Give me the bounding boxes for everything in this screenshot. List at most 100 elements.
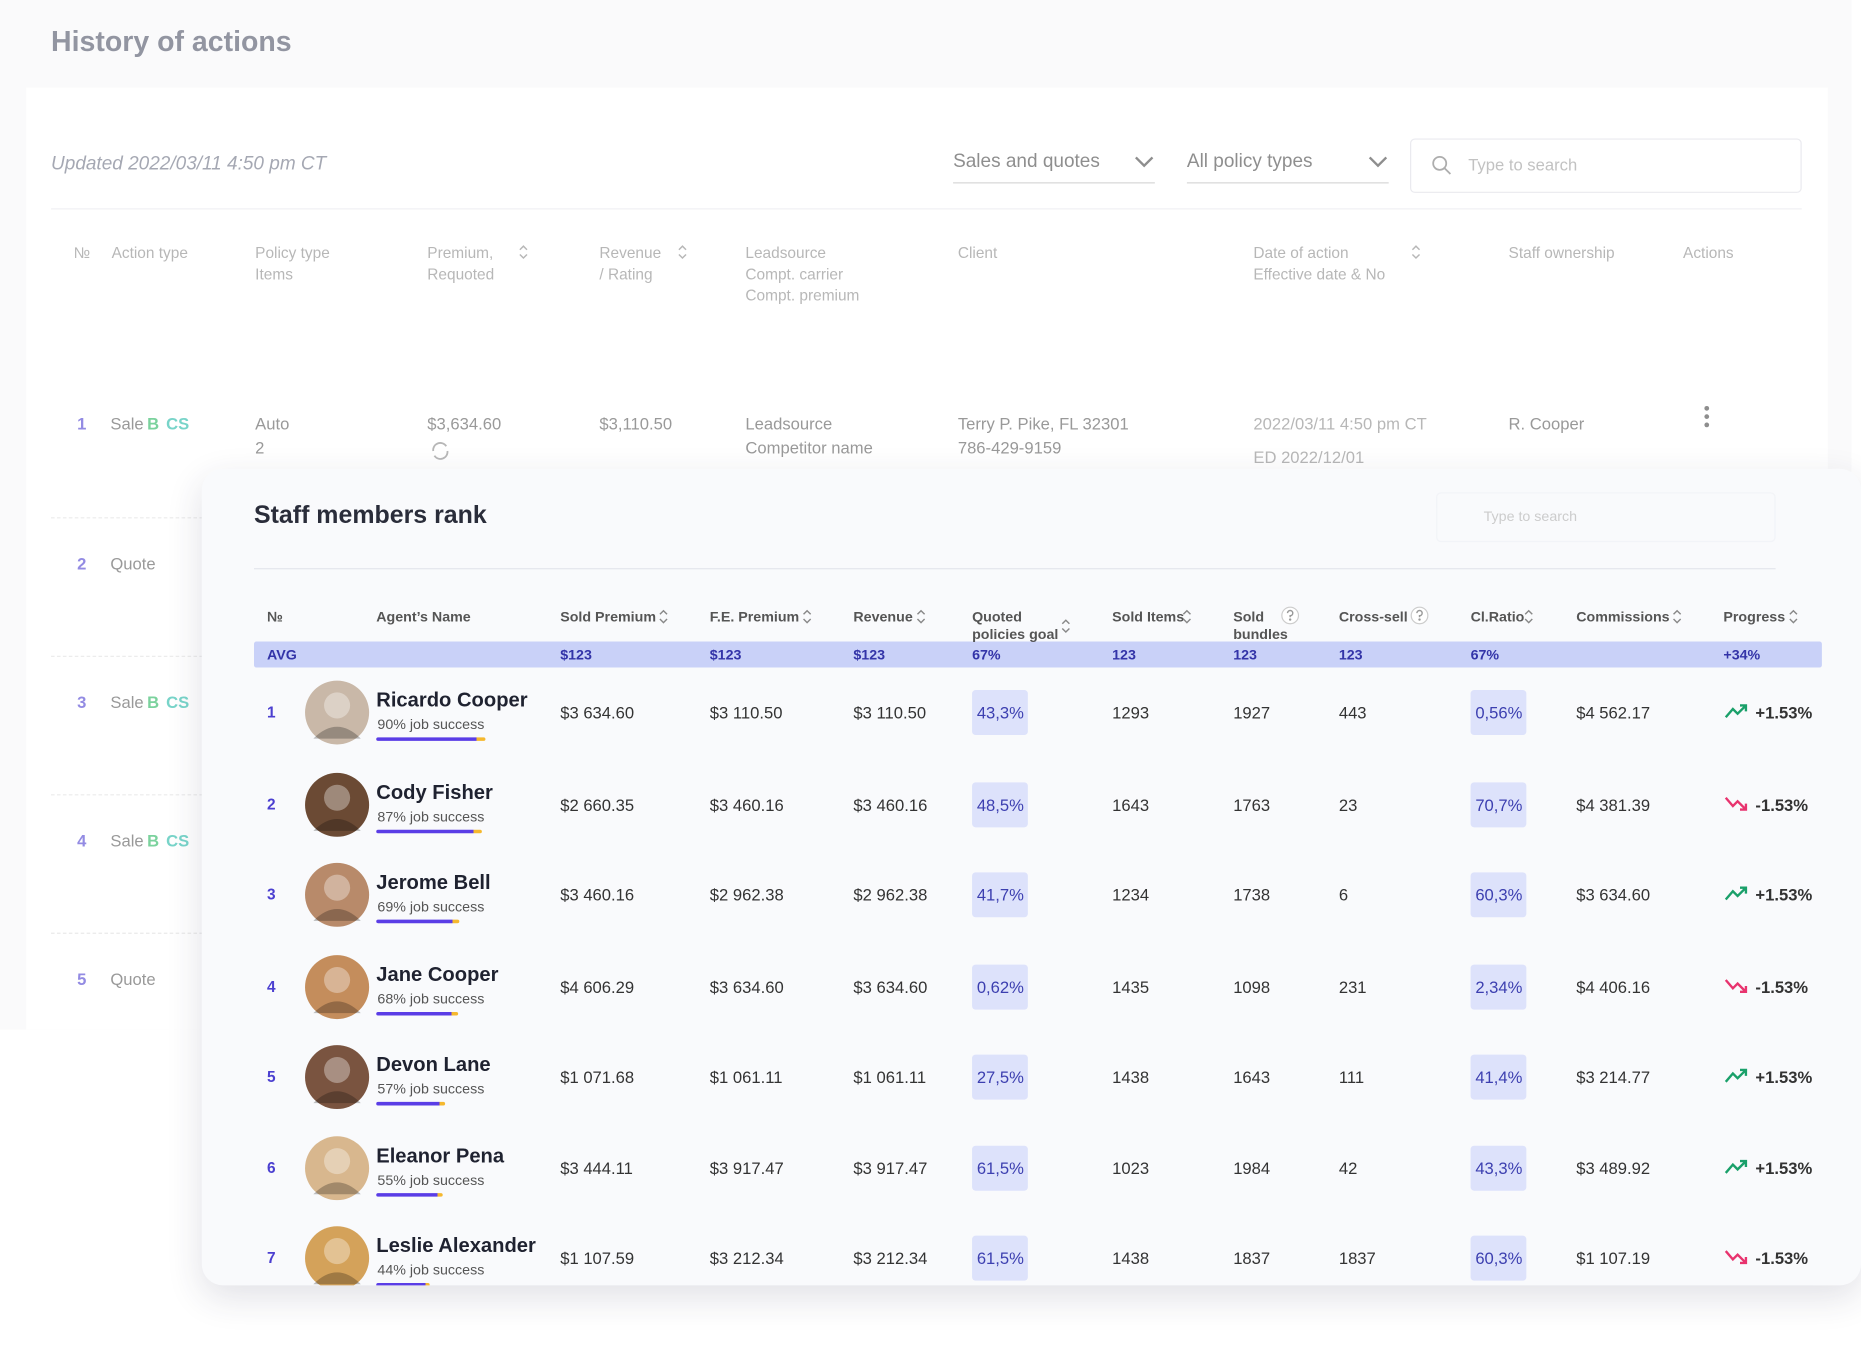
ratio-pill bbox=[972, 690, 1028, 736]
column-header: Requoted bbox=[427, 265, 495, 283]
search-placeholder: Type to search bbox=[1468, 155, 1578, 174]
policy-type: Auto bbox=[255, 414, 290, 434]
trend-down-icon bbox=[1724, 796, 1748, 811]
cell: $3 110.50 bbox=[709, 703, 783, 722]
filter-dropdown[interactable]: Sales and quotes bbox=[953, 151, 1100, 172]
column-header: Client bbox=[957, 243, 998, 262]
progress-value: -1.53% bbox=[1755, 795, 1809, 815]
trend-up-icon bbox=[1724, 704, 1748, 719]
ratio-value: 61,5% bbox=[976, 1158, 1024, 1178]
cell: $3 460.16 bbox=[560, 885, 635, 905]
ratio-pill bbox=[1470, 964, 1527, 1010]
chevron bbox=[1135, 156, 1154, 168]
job-success: 69% job success bbox=[377, 898, 485, 915]
cell: $3 917.47 bbox=[853, 1158, 928, 1178]
cell: $3 634.60 bbox=[709, 977, 784, 997]
cell: 1023 bbox=[1112, 1158, 1150, 1178]
job-success: 68% job success bbox=[377, 990, 485, 1008]
avg-cell: $123 bbox=[853, 646, 886, 663]
column-header: № bbox=[267, 608, 283, 625]
cell: 1234 bbox=[1112, 885, 1150, 905]
action-type: Quote bbox=[110, 969, 156, 989]
filter-underline bbox=[1186, 182, 1389, 184]
agent-name: Leslie Alexander bbox=[376, 1234, 536, 1257]
trend-down-icon bbox=[1724, 979, 1748, 994]
cell: $3 110.50 bbox=[853, 703, 927, 722]
ratio-pill bbox=[1470, 1235, 1527, 1281]
cell: $2 962.38 bbox=[853, 885, 928, 905]
sort-icon bbox=[1182, 609, 1191, 624]
trend-up-icon bbox=[1724, 886, 1748, 901]
agent-name: Jerome Bell bbox=[376, 871, 491, 894]
success-bar bbox=[376, 737, 486, 741]
cell: $3 460.16 bbox=[853, 795, 928, 815]
ratio-pill bbox=[1470, 690, 1527, 736]
cell: $2 660.35 bbox=[560, 795, 635, 815]
column-header: Sold bbox=[1233, 608, 1265, 625]
column-header: Quoted bbox=[972, 608, 1022, 625]
staff-search-box[interactable] bbox=[1436, 492, 1776, 543]
cell: 231 bbox=[1338, 977, 1367, 997]
progress-value: +1.53% bbox=[1755, 1158, 1813, 1178]
ratio-value: 2,34% bbox=[1475, 977, 1523, 997]
cell: 1738 bbox=[1233, 885, 1271, 905]
avatar bbox=[305, 1045, 370, 1110]
avg-cell: AVG bbox=[267, 646, 297, 663]
ratio-pill bbox=[972, 1145, 1028, 1191]
column-header: Effective date & No bbox=[1253, 265, 1386, 283]
rank-number: 1 bbox=[267, 703, 276, 721]
ratio-pill bbox=[1470, 1054, 1527, 1100]
ratio-pill bbox=[972, 1235, 1028, 1281]
progress-value: +1.53% bbox=[1755, 1067, 1813, 1087]
cell: $4 381.39 bbox=[1576, 795, 1651, 815]
row-divider bbox=[51, 794, 203, 796]
premium: $3,634.60 bbox=[427, 414, 502, 434]
column-header: Commissions bbox=[1576, 608, 1670, 625]
header-divider bbox=[51, 208, 1802, 210]
ratio-value: 41,4% bbox=[1475, 1067, 1523, 1087]
badge: B bbox=[147, 692, 160, 712]
search-box[interactable] bbox=[1410, 138, 1802, 193]
cell: 1435 bbox=[1112, 977, 1150, 997]
ratio-value: 43,3% bbox=[1475, 1158, 1523, 1178]
avatar bbox=[305, 1226, 370, 1286]
ratio-pill bbox=[1470, 1145, 1527, 1191]
cell: 42 bbox=[1338, 1158, 1358, 1178]
cell: 1643 bbox=[1112, 795, 1150, 815]
row-number: 4 bbox=[77, 830, 87, 850]
column-header: Premium, bbox=[427, 243, 494, 262]
ratio-value: 60,3% bbox=[1475, 885, 1523, 905]
agent-name: Eleanor Pena bbox=[376, 1144, 505, 1168]
agent-name: Cody Fisher bbox=[376, 781, 493, 804]
cell: 23 bbox=[1338, 795, 1358, 815]
cell: $3 212.34 bbox=[709, 1248, 784, 1268]
column-header: Items bbox=[255, 265, 293, 283]
cell: 443 bbox=[1338, 703, 1367, 722]
progress-value: +1.53% bbox=[1755, 885, 1813, 905]
sort-icon bbox=[1524, 609, 1533, 624]
agent-name: Ricardo Cooper bbox=[376, 688, 528, 712]
avatar bbox=[305, 862, 370, 927]
filter-dropdown[interactable]: All policy types bbox=[1186, 151, 1313, 172]
column-header: Sold Premium bbox=[560, 608, 656, 625]
staff-ownership: R. Cooper bbox=[1508, 414, 1585, 434]
row-number: 3 bbox=[77, 692, 87, 712]
rank-number: 7 bbox=[267, 1248, 276, 1267]
kebab-menu[interactable] bbox=[1697, 405, 1716, 431]
cell: 1098 bbox=[1233, 977, 1271, 997]
rank-number: 6 bbox=[267, 1158, 276, 1177]
avg-row-bg bbox=[253, 641, 1822, 668]
sort-icon bbox=[659, 609, 668, 624]
cell: 6 bbox=[1338, 885, 1349, 905]
avg-cell: +34% bbox=[1723, 646, 1761, 663]
cell: $3 212.34 bbox=[853, 1248, 928, 1268]
cell: 1438 bbox=[1112, 1248, 1150, 1268]
filter-underline bbox=[953, 182, 1155, 184]
column-header: Revenue bbox=[853, 608, 913, 625]
avatar bbox=[305, 955, 370, 1020]
column-header: Cl.Ratio bbox=[1470, 608, 1525, 625]
action-type: Quote bbox=[110, 553, 156, 573]
sort-icon bbox=[916, 609, 926, 624]
trend-up-icon bbox=[1724, 1159, 1748, 1174]
